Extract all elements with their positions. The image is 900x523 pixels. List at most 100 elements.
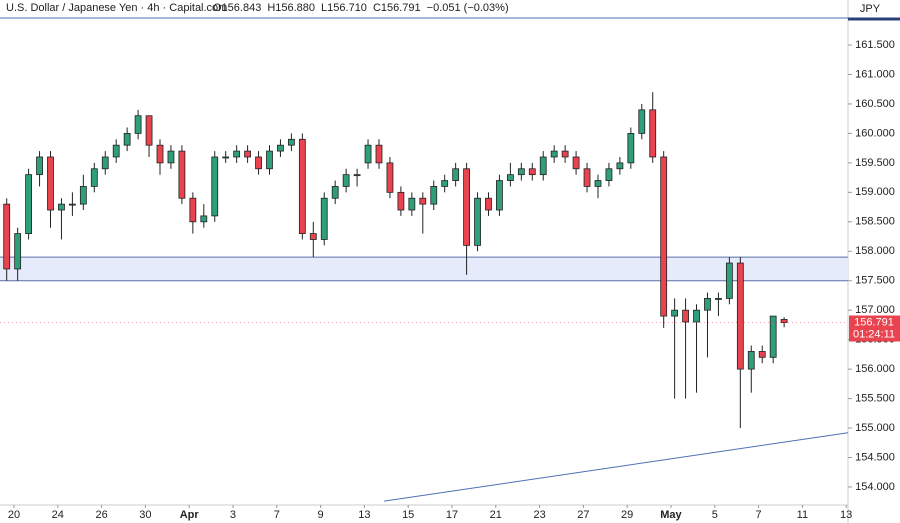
- x-tick-label: 11: [797, 509, 808, 521]
- candle-body: [68, 203, 76, 206]
- y-tick-label: 160.500: [855, 98, 895, 110]
- candle-body: [463, 168, 470, 246]
- candle-body: [79, 186, 87, 205]
- price-badge-value: 156.791: [854, 316, 894, 328]
- y-tick-label: 161.000: [855, 68, 895, 80]
- candle-body: [769, 315, 777, 358]
- price-badge: [849, 315, 900, 342]
- candle-body: [156, 144, 164, 164]
- candle-body: [233, 150, 241, 158]
- x-tick-label: 3: [230, 509, 236, 521]
- candle-body: [506, 174, 514, 181]
- candle-body: [715, 298, 722, 300]
- candle-body: [583, 168, 591, 187]
- candle-body: [397, 191, 405, 211]
- candle-body: [298, 138, 306, 234]
- y-tick-label: 158.500: [855, 216, 895, 228]
- candle-body: [145, 115, 153, 146]
- x-tick-label: Apr: [180, 509, 200, 521]
- candle-body: [178, 150, 186, 199]
- candle-body: [704, 298, 711, 311]
- candle-body: [353, 174, 361, 177]
- candle-body: [14, 233, 22, 270]
- x-tick-label: 24: [52, 509, 64, 521]
- candle-body: [441, 180, 449, 187]
- y-tick-label: 155.000: [855, 422, 895, 434]
- x-tick-label: May: [660, 509, 682, 521]
- candle-body: [386, 162, 394, 193]
- candle-body: [101, 156, 109, 170]
- candle-body: [36, 156, 43, 176]
- candle-body: [331, 186, 339, 199]
- candle-body: [222, 156, 230, 159]
- candle-body: [474, 197, 481, 246]
- candle-body: [266, 150, 273, 170]
- x-tick-label: 7: [756, 509, 762, 521]
- candle-body: [211, 156, 219, 217]
- candle-body: [517, 168, 525, 176]
- x-tick-label: 9: [318, 509, 324, 521]
- candle-body: [375, 144, 383, 164]
- price-badge-countdown: 01:24:11: [853, 328, 895, 340]
- y-tick-label: 158.000: [855, 245, 895, 257]
- candle-body: [638, 109, 646, 134]
- candle-body: [123, 133, 131, 146]
- candle-body: [682, 309, 689, 323]
- candle-body: [3, 203, 11, 270]
- header-value: L156.710: [321, 2, 367, 14]
- currency-label: JPY: [860, 3, 881, 15]
- candle-body: [747, 351, 755, 370]
- x-tick-label: 21: [490, 509, 502, 521]
- header-value: H156.880: [267, 2, 315, 14]
- candle-body: [671, 309, 679, 317]
- y-tick-label: 154.000: [855, 481, 895, 493]
- x-tick-label: 5: [712, 509, 718, 521]
- y-tick-label: 159.000: [855, 186, 895, 198]
- candle-body: [244, 150, 251, 158]
- x-tick-label: 29: [621, 509, 633, 521]
- x-tick-label: 17: [446, 509, 458, 521]
- candle-body: [485, 197, 492, 211]
- x-tick-label: 26: [95, 509, 107, 521]
- candle-body: [627, 133, 635, 164]
- header-value: C156.791: [373, 2, 421, 14]
- y-tick-label: 156.000: [855, 363, 895, 375]
- candle-body: [342, 174, 350, 187]
- candle-body: [90, 168, 98, 187]
- candle-body: [649, 109, 657, 158]
- symbol-title: U.S. Dollar / Japanese Yen · 4h · Capita…: [6, 2, 227, 14]
- y-tick-label: 159.500: [855, 157, 895, 169]
- y-tick-label: 157.000: [855, 304, 895, 316]
- candle-body: [255, 156, 262, 170]
- x-tick-label: 30: [139, 509, 151, 521]
- candle-body: [496, 180, 503, 211]
- candle-body: [594, 180, 602, 187]
- candle-body: [539, 156, 547, 176]
- candle-body: [134, 115, 142, 134]
- candle-body: [605, 168, 613, 181]
- candle-body: [408, 197, 416, 211]
- candle-body: [572, 156, 580, 170]
- candle-body: [550, 150, 558, 158]
- candle-body: [189, 197, 197, 223]
- candle-body: [277, 144, 284, 152]
- candle-body: [419, 197, 427, 205]
- price-zone: [0, 257, 848, 281]
- candle-body: [47, 156, 54, 211]
- x-tick-label: 23: [533, 509, 545, 521]
- x-tick-label: 15: [402, 509, 414, 521]
- candle-body: [660, 156, 668, 317]
- candle-body: [200, 215, 208, 223]
- candle-body: [693, 309, 700, 323]
- y-tick-label: 155.500: [855, 392, 895, 404]
- candle-body: [561, 150, 569, 158]
- candle-body: [320, 197, 328, 240]
- x-tick-label: 13: [358, 509, 370, 521]
- candle-body: [528, 168, 536, 176]
- x-tick-label: 13: [840, 509, 852, 521]
- candle-body: [452, 168, 460, 181]
- candle-body: [725, 262, 733, 299]
- candle-body: [167, 150, 175, 164]
